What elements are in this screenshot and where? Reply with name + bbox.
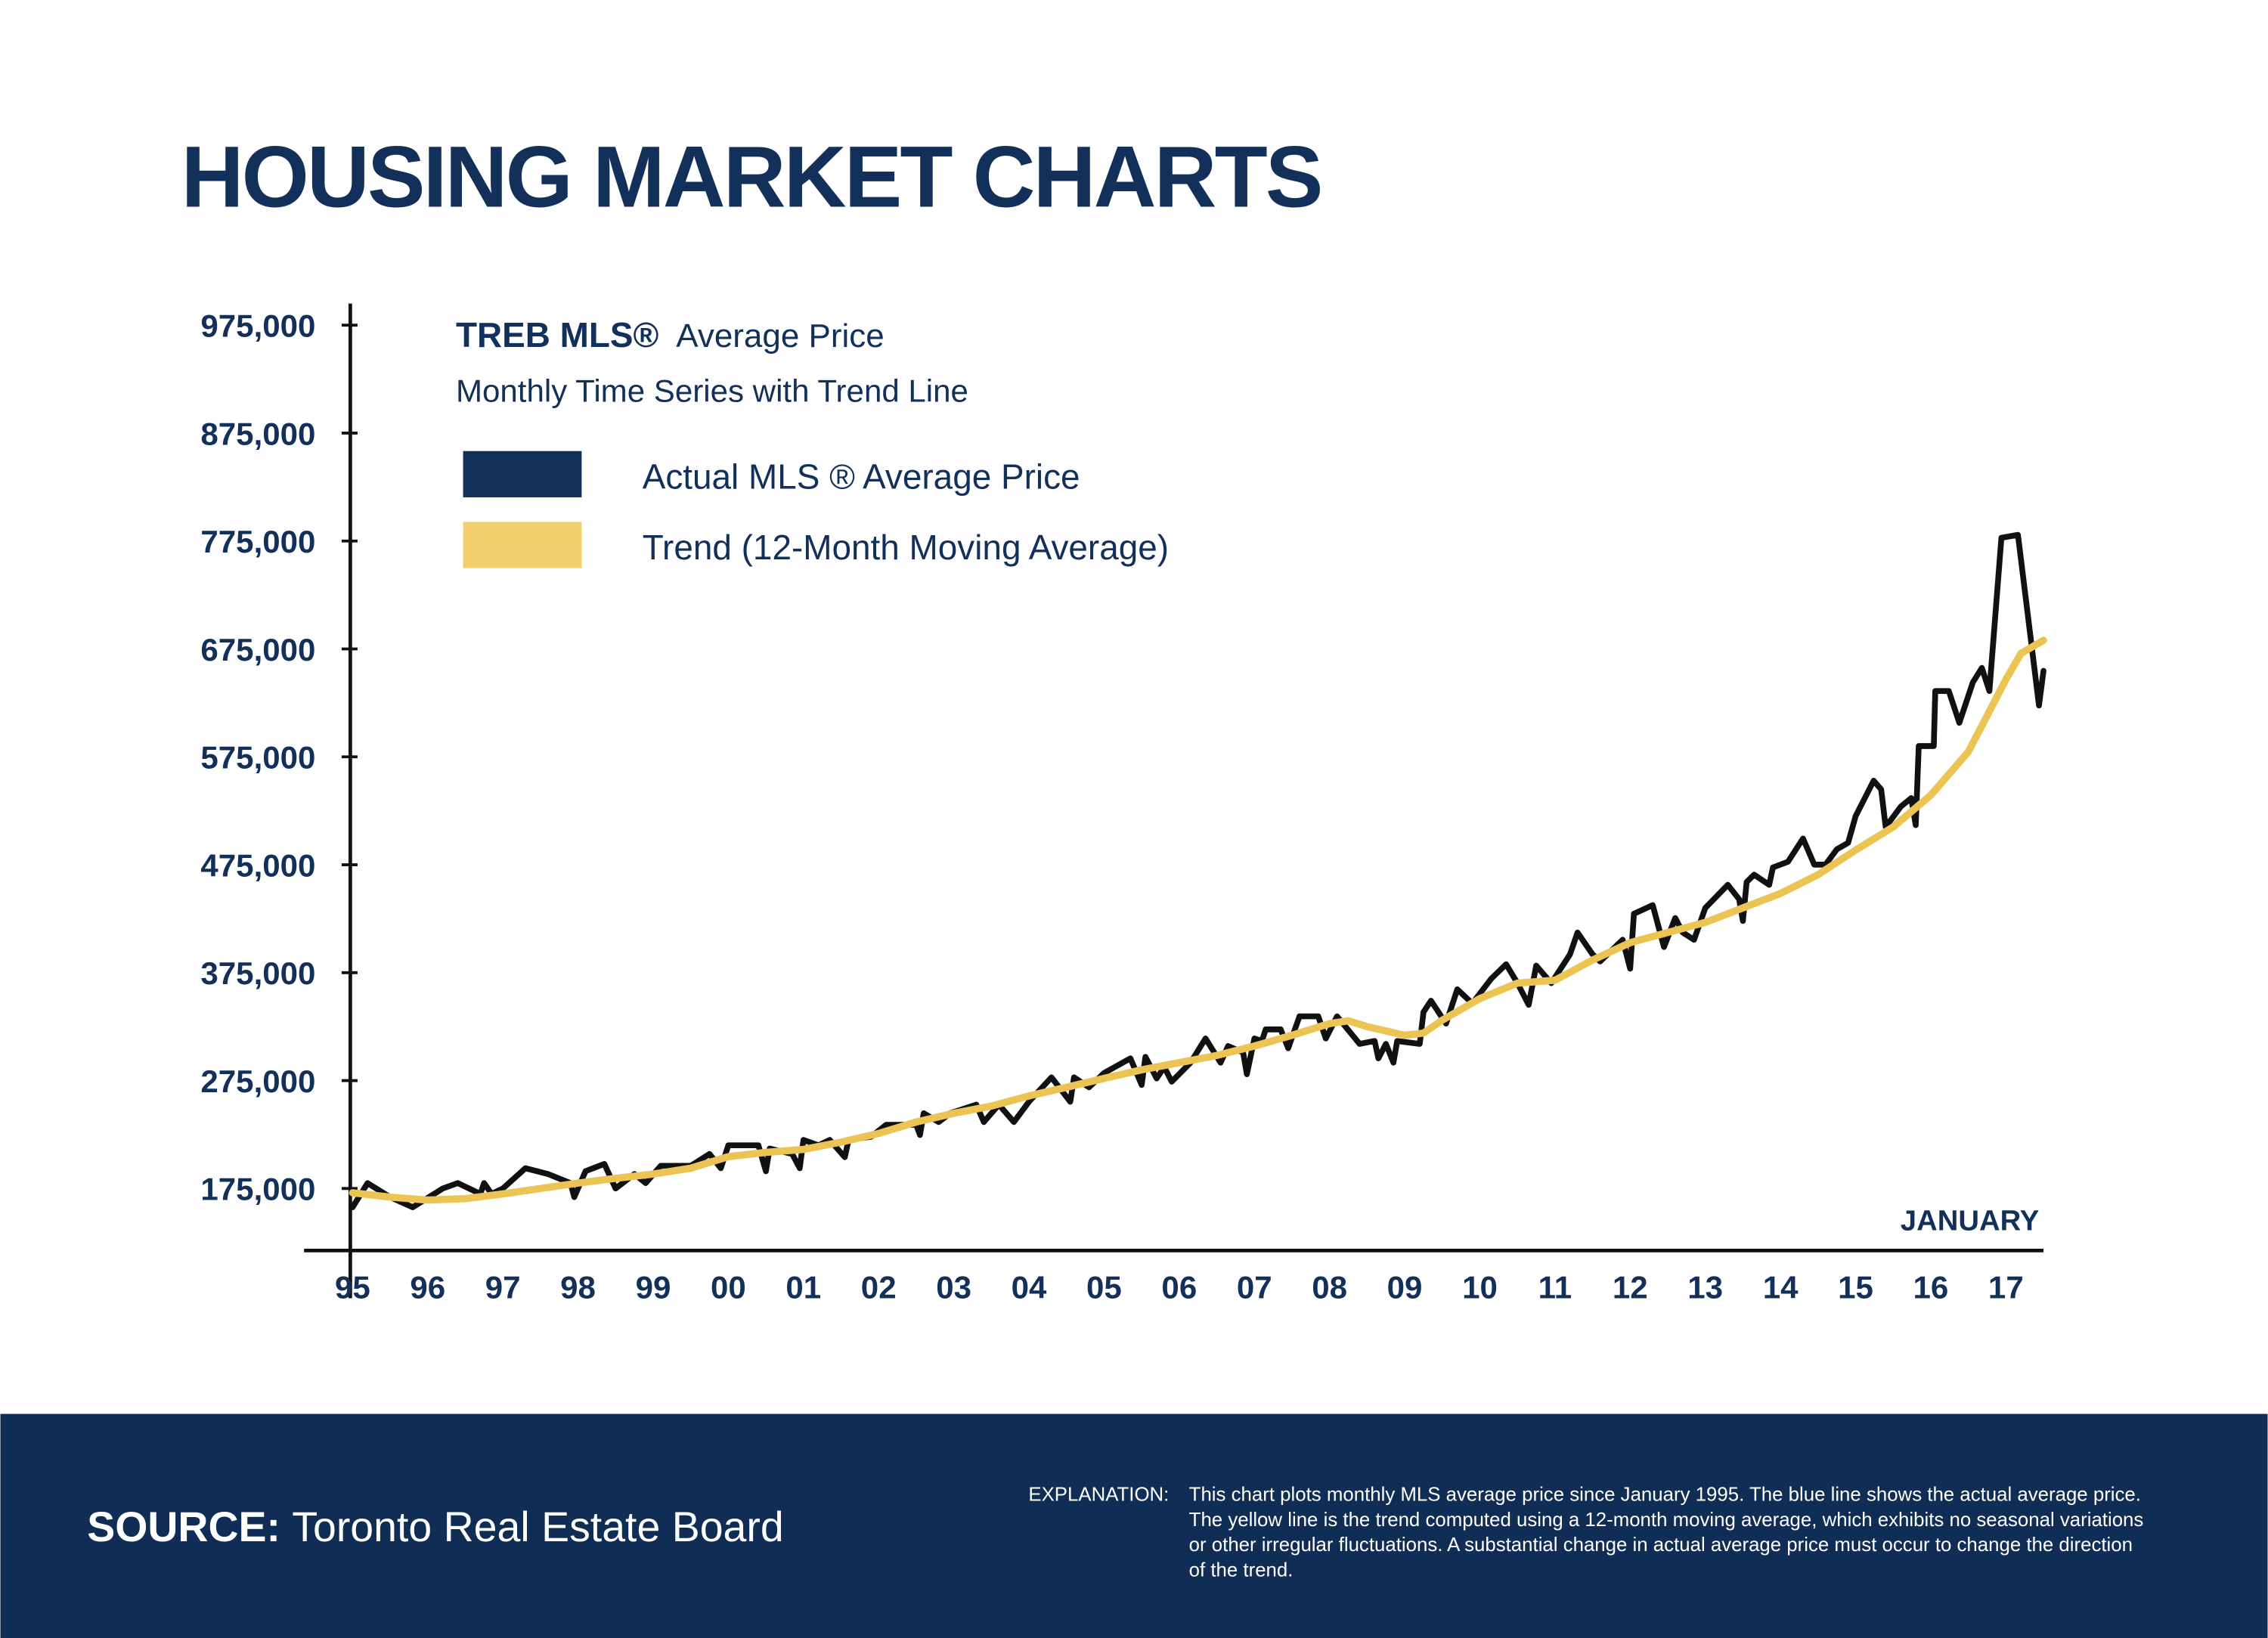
explanation-line: This chart plots monthly MLS average pri… bbox=[1189, 1484, 2141, 1505]
explanation-line: or other irregular fluctuations. A subst… bbox=[1189, 1534, 2133, 1556]
legend-swatch bbox=[463, 522, 582, 568]
legend-label: Trend (12-Month Moving Average) bbox=[643, 528, 1169, 567]
footer-band bbox=[0, 1414, 2268, 1638]
x-tick-label: 16 bbox=[1913, 1270, 1949, 1305]
y-tick-label: 175,000 bbox=[200, 1172, 315, 1207]
x-tick-label: 01 bbox=[785, 1270, 821, 1305]
x-tick-label: 07 bbox=[1237, 1270, 1272, 1305]
x-tick-label: 17 bbox=[1988, 1270, 2024, 1305]
y-tick-label: 775,000 bbox=[200, 524, 315, 559]
y-tick-label: 975,000 bbox=[200, 308, 315, 344]
x-tick-label: 13 bbox=[1687, 1270, 1723, 1305]
x-tick-label: 05 bbox=[1086, 1270, 1122, 1305]
source: Toronto Real Estate Board bbox=[292, 1503, 783, 1550]
legend-swatch bbox=[463, 451, 582, 497]
subtitle: Monthly Time Series with Trend Line bbox=[456, 373, 968, 409]
x-tick-label: 10 bbox=[1462, 1270, 1498, 1305]
x-tick-label: 11 bbox=[1538, 1270, 1572, 1305]
x-tick-label: 00 bbox=[711, 1270, 746, 1305]
y-tick-label: 275,000 bbox=[200, 1064, 315, 1099]
x-tick-label: 04 bbox=[1012, 1270, 1047, 1305]
x-tick-label: 03 bbox=[936, 1270, 971, 1305]
source-label: SOURCE: bbox=[87, 1503, 280, 1550]
x-tick-label: 96 bbox=[410, 1270, 445, 1305]
x-tick-label: 09 bbox=[1387, 1270, 1423, 1305]
legend-title-suffix: Average Price bbox=[676, 317, 884, 355]
legend-title: TREB MLS® bbox=[456, 315, 659, 355]
y-tick-label: 675,000 bbox=[200, 632, 315, 667]
explanation: This chart plots monthly MLS average pri… bbox=[1189, 1484, 2144, 1581]
x-tick-label: 08 bbox=[1312, 1270, 1347, 1305]
explanation-line: of the trend. bbox=[1189, 1560, 1294, 1581]
x-tick-label: 15 bbox=[1838, 1270, 1873, 1305]
x-tick-label: 95 bbox=[335, 1270, 370, 1305]
x-tick-label: 98 bbox=[560, 1270, 596, 1305]
y-tick-label: 875,000 bbox=[200, 416, 315, 451]
series-line bbox=[349, 636, 2047, 1204]
x-tick-label: 99 bbox=[636, 1270, 671, 1305]
explanation-label: EXPLANATION: bbox=[1028, 1484, 1169, 1505]
x-annotation: JANUARY bbox=[1901, 1205, 2039, 1237]
x-tick-label: 12 bbox=[1613, 1270, 1648, 1305]
y-tick-label: 475,000 bbox=[200, 847, 315, 883]
x-tick-label: 97 bbox=[485, 1270, 521, 1305]
y-tick-label: 375,000 bbox=[200, 955, 315, 991]
legend-label: Actual MLS ® Average Price bbox=[643, 457, 1080, 496]
explanation-line: The yellow line is the trend computed us… bbox=[1189, 1509, 2144, 1531]
y-tick-label: 575,000 bbox=[200, 740, 315, 776]
x-tick-label: 14 bbox=[1763, 1270, 1799, 1305]
chart-title: HOUSING MARKET CHARTS bbox=[181, 129, 1321, 226]
x-tick-label: 02 bbox=[861, 1270, 897, 1305]
x-tick-label: 06 bbox=[1161, 1270, 1197, 1305]
